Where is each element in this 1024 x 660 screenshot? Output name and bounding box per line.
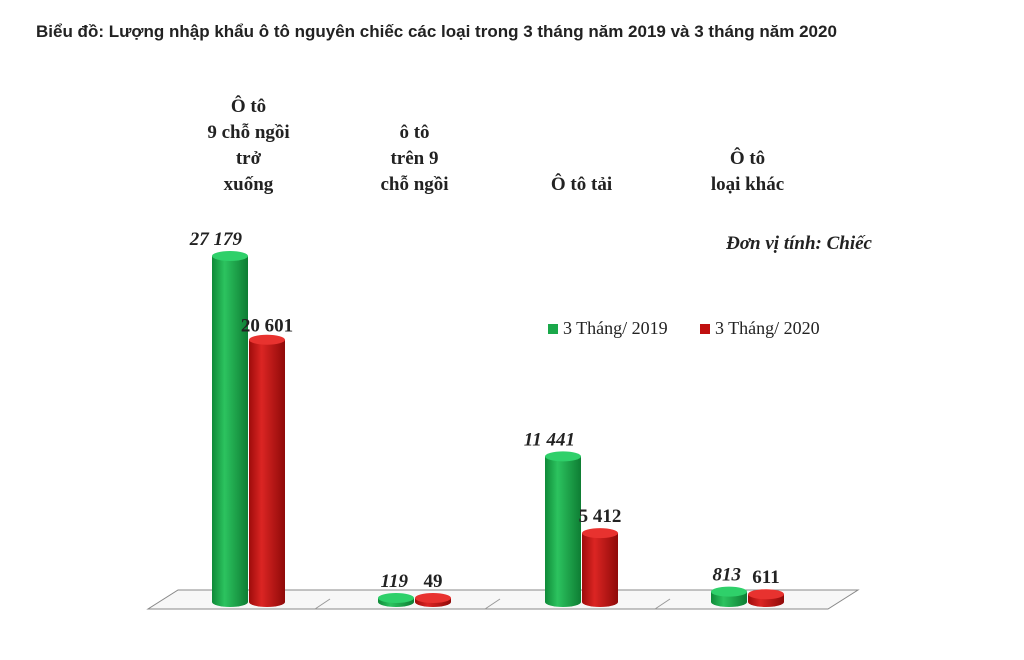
legend-swatch-2019 xyxy=(548,324,558,334)
floor-divider xyxy=(314,598,331,610)
value-label: 611 xyxy=(752,567,779,588)
category-label: trên 9 xyxy=(390,148,438,169)
value-label: 5 412 xyxy=(579,506,622,527)
category-label: ô tô xyxy=(399,122,429,143)
bar-body xyxy=(249,339,285,607)
legend-label-2020: 3 Tháng/ 2020 xyxy=(715,318,820,338)
value-label: 11 441 xyxy=(524,429,575,450)
category-label: xuống xyxy=(224,174,274,195)
bar-top xyxy=(249,334,285,345)
bar-1-0 xyxy=(249,334,285,607)
bar-1-1 xyxy=(415,593,451,607)
value-label: 20 601 xyxy=(241,316,293,337)
legend: 3 Tháng/ 2019 3 Tháng/ 2020 xyxy=(548,318,820,338)
category-label: Ô tô xyxy=(730,147,765,169)
bar-body xyxy=(212,256,248,607)
value-label: 119 xyxy=(381,571,409,592)
bar-1-2 xyxy=(582,528,618,607)
bar-top xyxy=(582,528,618,539)
category-label: Ô tô xyxy=(231,95,266,117)
bar-top xyxy=(212,251,248,261)
chart-floor xyxy=(146,589,860,610)
category-label: Ô tô tải xyxy=(551,173,612,195)
bar-0-2 xyxy=(545,451,581,607)
floor-divider xyxy=(654,598,671,610)
floor-divider xyxy=(484,598,501,610)
legend-label-2019: 3 Tháng/ 2019 xyxy=(563,318,668,338)
bar-body xyxy=(582,533,618,607)
bar-0-1 xyxy=(378,593,414,607)
unit-note: Đơn vị tính: Chiếc xyxy=(725,233,872,254)
bar-top xyxy=(378,593,414,603)
bar-top xyxy=(545,451,581,462)
chart-title: Biểu đồ: Lượng nhập khẩu ô tô nguyên chi… xyxy=(36,22,837,41)
value-label: 27 179 xyxy=(189,229,243,250)
bar-0-0 xyxy=(212,251,248,607)
category-label: 9 chỗ ngồi xyxy=(207,122,289,143)
value-label: 813 xyxy=(713,565,742,586)
category-label: chỗ ngồi xyxy=(380,174,448,195)
value-label: 49 xyxy=(424,571,443,592)
legend-swatch-2020 xyxy=(700,324,710,334)
bar-body xyxy=(545,456,581,607)
bar-1-3 xyxy=(748,589,784,607)
bar-0-3 xyxy=(711,586,747,607)
bar-top xyxy=(748,589,784,600)
category-label: loại khác xyxy=(711,174,784,195)
bar-top xyxy=(711,586,747,597)
category-label: trở xyxy=(236,148,262,169)
bar-top xyxy=(415,593,451,603)
